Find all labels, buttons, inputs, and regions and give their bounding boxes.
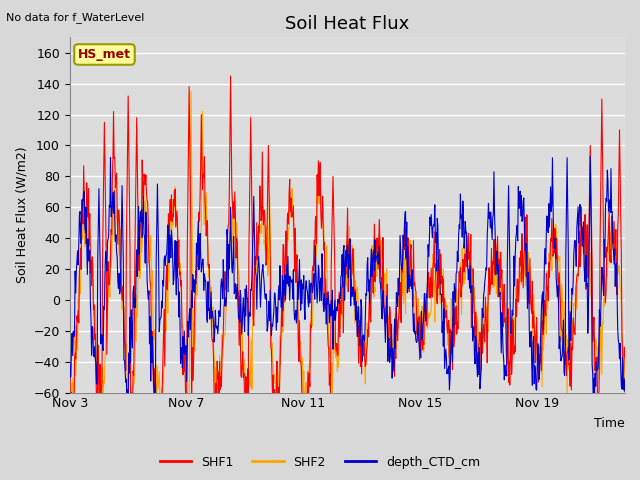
Text: HS_met: HS_met (78, 48, 131, 61)
Text: Time: Time (595, 418, 625, 431)
Y-axis label: Soil Heat Flux (W/m2): Soil Heat Flux (W/m2) (15, 146, 28, 283)
Legend: SHF1, SHF2, depth_CTD_cm: SHF1, SHF2, depth_CTD_cm (155, 451, 485, 474)
Text: No data for f_WaterLevel: No data for f_WaterLevel (6, 12, 145, 23)
Title: Soil Heat Flux: Soil Heat Flux (285, 15, 410, 33)
